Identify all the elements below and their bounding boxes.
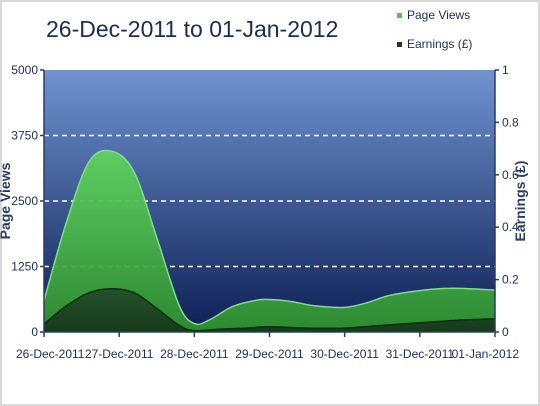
right-tick-label: 0.2 [502, 273, 519, 287]
x-tick-label: 26-Dec-2011 [16, 347, 85, 361]
x-tick-label: 30-Dec-2011 [310, 347, 379, 361]
legend-swatch-earnings [397, 42, 402, 47]
left-tick-label: 2500 [11, 194, 38, 208]
left-tick-label: 0 [31, 325, 38, 339]
x-tick-label: 29-Dec-2011 [235, 347, 304, 361]
right-tick-label: 0.4 [502, 220, 519, 234]
right-axis-ticks: 0 0.2 0.4 0.6 0.8 1 [495, 63, 519, 339]
legend-label-earnings: Earnings (£) [407, 37, 472, 51]
legend: Page Views Earnings (£) [397, 8, 472, 51]
x-tick-label: 28-Dec-2011 [160, 347, 229, 361]
x-tick-label: 31-Dec-2011 [386, 347, 455, 361]
legend-swatch-page-views [397, 13, 402, 18]
left-tick-label: 5000 [11, 63, 38, 77]
x-axis-ticks: 26-Dec-2011 27-Dec-2011 28-Dec-2011 29-Dec-… [16, 332, 519, 361]
chart-title: 26-Dec-2011 to 01-Jan-2012 [46, 16, 338, 42]
right-tick-label: 0.8 [502, 115, 519, 129]
left-tick-label: 1250 [11, 260, 38, 274]
series-page-views-line [43, 149, 496, 326]
right-tick-label: 0.6 [502, 168, 519, 182]
series-layer [43, 149, 496, 332]
x-tick-label: 01-Jan-2012 [452, 347, 520, 361]
right-tick-label: 1 [502, 63, 509, 77]
left-tick-label: 3750 [11, 129, 38, 143]
series-earnings-line [43, 288, 496, 332]
legend-label-page-views: Page Views [407, 8, 470, 22]
series-earnings-area [44, 288, 495, 332]
right-axis-label: Earnings (£) [512, 161, 528, 242]
x-tick-label: 27-Dec-2011 [85, 347, 154, 361]
series-page-views-area [44, 150, 495, 332]
right-tick-label: 0 [502, 325, 509, 339]
left-axis-label: Page Views [0, 162, 13, 239]
left-axis-ticks: 0 1250 2500 3750 5000 [11, 63, 44, 339]
